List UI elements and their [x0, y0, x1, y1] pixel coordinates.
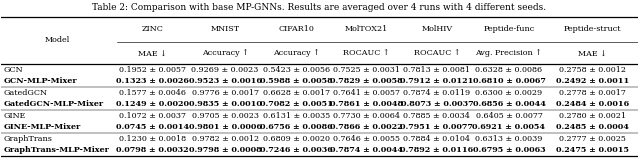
Text: 0.6795 ± 0.0063: 0.6795 ± 0.0063: [472, 146, 545, 154]
Text: 0.9782 ± 0.0012: 0.9782 ± 0.0012: [191, 135, 259, 143]
Text: 0.7730 ± 0.0064: 0.7730 ± 0.0064: [333, 112, 400, 120]
Text: MAE ↓: MAE ↓: [138, 49, 167, 58]
Text: 0.7646 ± 0.0055: 0.7646 ± 0.0055: [333, 135, 400, 143]
Text: 0.7246 ± 0.0036: 0.7246 ± 0.0036: [260, 146, 333, 154]
Text: 0.6405 ± 0.0077: 0.6405 ± 0.0077: [476, 112, 542, 120]
Text: 0.7892 ± 0.0116: 0.7892 ± 0.0116: [400, 146, 474, 154]
Text: 0.9269 ± 0.0023: 0.9269 ± 0.0023: [191, 66, 259, 73]
Text: 0.2758 ± 0.0012: 0.2758 ± 0.0012: [559, 66, 626, 73]
Text: GINE-MLP-Mixer: GINE-MLP-Mixer: [4, 123, 81, 131]
Text: 0.6300 ± 0.0029: 0.6300 ± 0.0029: [476, 89, 543, 97]
Text: 0.2778 ± 0.0017: 0.2778 ± 0.0017: [559, 89, 626, 97]
Text: GatedGCN: GatedGCN: [4, 89, 48, 97]
Text: 0.6809 ± 0.0020: 0.6809 ± 0.0020: [263, 135, 330, 143]
Text: 0.9798 ± 0.0008: 0.9798 ± 0.0008: [189, 146, 262, 154]
Text: 0.6810 ± 0.0067: 0.6810 ± 0.0067: [472, 77, 545, 85]
Text: 0.0798 ± 0.0032: 0.0798 ± 0.0032: [116, 146, 189, 154]
Text: ROCAUC ↑: ROCAUC ↑: [344, 49, 390, 58]
Text: 0.7829 ± 0.0058: 0.7829 ± 0.0058: [330, 77, 403, 85]
Text: GCN-MLP-Mixer: GCN-MLP-Mixer: [4, 77, 77, 85]
Text: ZINC: ZINC: [141, 25, 163, 33]
Text: 0.1072 ± 0.0037: 0.1072 ± 0.0037: [119, 112, 186, 120]
Text: Peptide-struct: Peptide-struct: [564, 25, 621, 33]
Text: 0.7874 ± 0.0044: 0.7874 ± 0.0044: [330, 146, 403, 154]
Text: 0.7813 ± 0.0081: 0.7813 ± 0.0081: [403, 66, 470, 73]
Text: GCN: GCN: [4, 66, 24, 73]
Text: 0.1577 ± 0.0046: 0.1577 ± 0.0046: [119, 89, 186, 97]
Text: 0.6131 ± 0.0035: 0.6131 ± 0.0035: [263, 112, 330, 120]
Text: GatedGCN-MLP-Mixer: GatedGCN-MLP-Mixer: [4, 100, 104, 108]
Text: ROCAUC ↑: ROCAUC ↑: [413, 49, 460, 58]
Text: 0.7951 ± 0.0077: 0.7951 ± 0.0077: [401, 123, 474, 131]
Text: GINE: GINE: [4, 112, 26, 120]
Text: 0.2780 ± 0.0021: 0.2780 ± 0.0021: [559, 112, 626, 120]
Text: 0.6328 ± 0.0086: 0.6328 ± 0.0086: [476, 66, 543, 73]
Text: Model: Model: [44, 37, 69, 45]
Text: 0.0745 ± 0.0014: 0.0745 ± 0.0014: [116, 123, 189, 131]
Text: 0.1249 ± 0.0020: 0.1249 ± 0.0020: [116, 100, 189, 108]
Text: 0.6313 ± 0.0039: 0.6313 ± 0.0039: [476, 135, 543, 143]
Text: MolTOX21: MolTOX21: [345, 25, 388, 33]
Text: 0.6921 ± 0.0054: 0.6921 ± 0.0054: [472, 123, 545, 131]
Text: Table 2: Comparison with base MP-GNNs. Results are averaged over 4 runs with 4 d: Table 2: Comparison with base MP-GNNs. R…: [93, 3, 547, 12]
Text: 0.1230 ± 0.0018: 0.1230 ± 0.0018: [119, 135, 186, 143]
Text: Accuracy ↑: Accuracy ↑: [273, 49, 320, 58]
Text: 0.5988 ± 0.0058: 0.5988 ± 0.0058: [260, 77, 333, 85]
Text: 0.6756 ± 0.0086: 0.6756 ± 0.0086: [260, 123, 333, 131]
Text: GraphTrans: GraphTrans: [4, 135, 52, 143]
Text: 0.7641 ± 0.0057: 0.7641 ± 0.0057: [333, 89, 400, 97]
Text: 0.7912 ± 0.0121: 0.7912 ± 0.0121: [400, 77, 474, 85]
Text: Avg. Precision ↑: Avg. Precision ↑: [476, 49, 543, 58]
Text: 0.7525 ± 0.0031: 0.7525 ± 0.0031: [333, 66, 400, 73]
Text: 0.7874 ± 0.0119: 0.7874 ± 0.0119: [403, 89, 470, 97]
Text: 0.1952 ± 0.0057: 0.1952 ± 0.0057: [119, 66, 186, 73]
Text: 0.9523 ± 0.0016: 0.9523 ± 0.0016: [189, 77, 262, 85]
Text: MAE ↓: MAE ↓: [578, 49, 607, 58]
Text: 0.6856 ± 0.0044: 0.6856 ± 0.0044: [472, 100, 545, 108]
Text: 0.2484 ± 0.0016: 0.2484 ± 0.0016: [556, 100, 629, 108]
Text: 0.2492 ± 0.0011: 0.2492 ± 0.0011: [556, 77, 629, 85]
Text: GraphTrans-MLP-Mixer: GraphTrans-MLP-Mixer: [4, 146, 109, 154]
Text: 0.2777 ± 0.0025: 0.2777 ± 0.0025: [559, 135, 626, 143]
Text: 0.7884 ± 0.0104: 0.7884 ± 0.0104: [403, 135, 470, 143]
Text: 0.9776 ± 0.0017: 0.9776 ± 0.0017: [191, 89, 259, 97]
Text: 0.9801 ± 0.0006: 0.9801 ± 0.0006: [189, 123, 262, 131]
Text: MolHIV: MolHIV: [421, 25, 452, 33]
Text: 0.7866 ± 0.0022: 0.7866 ± 0.0022: [330, 123, 403, 131]
Text: 0.9705 ± 0.0023: 0.9705 ± 0.0023: [191, 112, 259, 120]
Text: Accuracy ↑: Accuracy ↑: [202, 49, 248, 58]
Text: 0.7861 ± 0.0048: 0.7861 ± 0.0048: [330, 100, 403, 108]
Text: Peptide-func: Peptide-func: [483, 25, 534, 33]
Text: 0.2485 ± 0.0004: 0.2485 ± 0.0004: [556, 123, 629, 131]
Text: CIFAR10: CIFAR10: [278, 25, 314, 33]
Text: 0.1323 ± 0.0026: 0.1323 ± 0.0026: [116, 77, 189, 85]
Text: 0.2475 ± 0.0015: 0.2475 ± 0.0015: [556, 146, 629, 154]
Text: 0.7082 ± 0.0051: 0.7082 ± 0.0051: [260, 100, 333, 108]
Text: 0.7885 ± 0.0034: 0.7885 ± 0.0034: [403, 112, 470, 120]
Text: 0.9835 ± 0.0010: 0.9835 ± 0.0010: [189, 100, 262, 108]
Text: 0.5423 ± 0.0056: 0.5423 ± 0.0056: [263, 66, 330, 73]
Text: MNIST: MNIST: [211, 25, 240, 33]
Text: 0.8073 ± 0.0037: 0.8073 ± 0.0037: [401, 100, 473, 108]
Text: 0.6628 ± 0.0017: 0.6628 ± 0.0017: [263, 89, 330, 97]
